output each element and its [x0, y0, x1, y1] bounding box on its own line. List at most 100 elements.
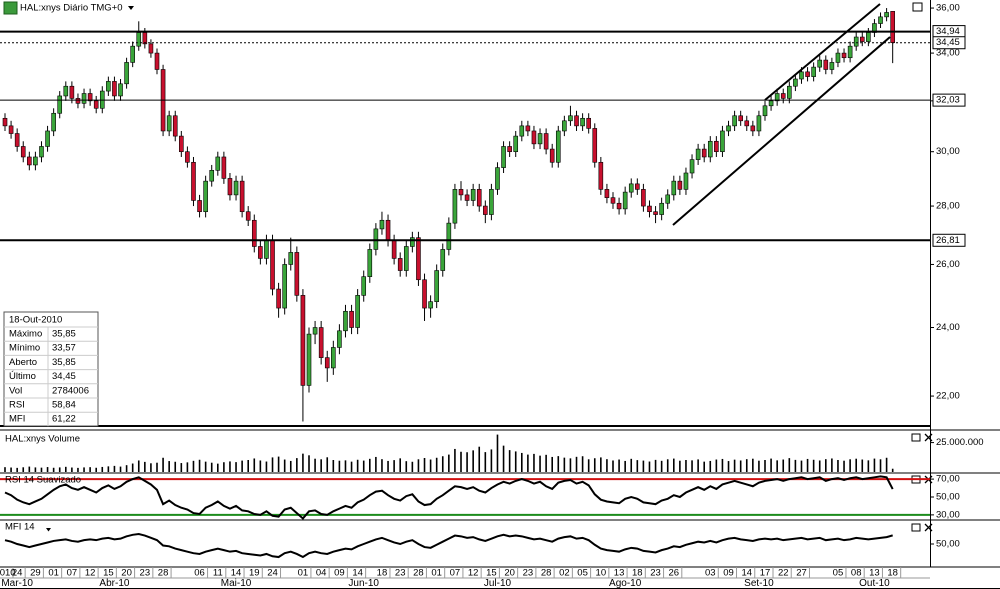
- x-tick-label: 07: [450, 568, 461, 579]
- volume-bar: [4, 467, 6, 472]
- candle-body: [349, 310, 354, 328]
- volume-bar: [825, 459, 827, 472]
- info-value: 61,22: [52, 414, 76, 425]
- candle-body: [306, 333, 312, 386]
- candle-body: [130, 45, 135, 63]
- x-tick-label: 14: [231, 568, 242, 579]
- y-tick-label: 70,00: [936, 474, 960, 485]
- dropdown-arrow[interactable]: [128, 6, 134, 10]
- maximize-button[interactable]: [912, 2, 923, 12]
- candle-body: [768, 100, 774, 107]
- volume-bar: [162, 457, 164, 472]
- volume-bar: [593, 458, 596, 472]
- x-tick-label: 28: [158, 568, 169, 579]
- y-tick-label: 28,00: [936, 201, 960, 212]
- volume-bar: [727, 461, 730, 472]
- candle-body: [647, 205, 652, 213]
- volume-bar: [867, 460, 870, 472]
- info-date: 18-Out-2010: [9, 315, 62, 326]
- volume-bar: [709, 460, 712, 472]
- info-box: 18-Out-2010 Máximo 35,85 Mínimo 33,57 Aberto…: [3, 311, 99, 427]
- close-button[interactable]: [924, 433, 933, 442]
- candle-body: [841, 52, 847, 59]
- volume-bar: [466, 452, 468, 472]
- volume-bar: [587, 459, 590, 472]
- close-button[interactable]: [924, 523, 933, 532]
- volume-bar: [332, 460, 335, 472]
- volume-bar: [636, 460, 639, 472]
- volume-bar: [411, 461, 414, 472]
- volume-bar: [873, 458, 876, 472]
- volume-bar: [320, 459, 322, 472]
- info-label: Máximo: [9, 329, 42, 340]
- candle-body: [264, 240, 269, 259]
- candle-body: [774, 93, 780, 102]
- candle-body: [823, 59, 829, 70]
- x-tick-label: 26: [669, 568, 680, 579]
- candle-body: [245, 211, 251, 221]
- candle-body: [440, 249, 446, 271]
- candle-body: [519, 125, 525, 137]
- x-tick-label: 23: [523, 568, 534, 579]
- candle-body: [239, 180, 245, 213]
- x-tick-label: 11: [213, 568, 223, 579]
- candle-body: [81, 93, 87, 104]
- candle-body: [172, 115, 178, 137]
- candle-body: [57, 95, 63, 114]
- y-tick-label: 25.000.000: [936, 437, 984, 448]
- volume-bar: [721, 458, 724, 472]
- candle-body: [701, 148, 707, 158]
- volume-bar: [65, 466, 67, 472]
- volume-bar: [107, 466, 110, 472]
- candle-body: [14, 133, 20, 147]
- info-label: Mínimo: [9, 343, 40, 354]
- candle-body: [835, 52, 841, 63]
- volume-bar: [314, 458, 316, 472]
- volume-bar: [52, 467, 55, 472]
- volume-bar: [180, 463, 183, 472]
- candle-body: [811, 66, 816, 77]
- volume-bar: [229, 461, 231, 472]
- maximize-button[interactable]: [911, 433, 921, 442]
- candle-body: [343, 310, 348, 332]
- volume-bar: [666, 459, 669, 472]
- x-tick-label: 22: [778, 568, 789, 579]
- volume-bar: [326, 457, 329, 472]
- volume-bar: [879, 459, 882, 472]
- level-label: 26,81: [936, 235, 960, 246]
- candle-body: [714, 140, 719, 153]
- symbol-icon[interactable]: [3, 1, 18, 15]
- maximize-button[interactable]: [911, 523, 921, 532]
- y-tick-label: 30,00: [936, 146, 960, 157]
- level-label-box: [932, 36, 966, 50]
- volume-bar: [283, 459, 286, 472]
- volume-bar: [673, 458, 675, 472]
- candle-body: [884, 12, 889, 18]
- x-tick-label: 18: [887, 568, 898, 579]
- candle-body: [185, 151, 190, 163]
- volume-bar: [46, 467, 49, 472]
- x-tick-label: 09: [723, 568, 734, 579]
- trend-line: [764, 3, 881, 101]
- volume-bar: [204, 461, 207, 472]
- volume-bar: [697, 459, 699, 472]
- candle-body: [853, 36, 859, 47]
- volume-bar: [618, 459, 620, 472]
- volume-bar: [417, 459, 420, 472]
- candle-body: [154, 52, 160, 70]
- candle-body: [762, 105, 768, 117]
- volume-bar: [739, 460, 742, 472]
- candle-body: [866, 32, 871, 42]
- volume-bar: [28, 466, 31, 472]
- month-label: Ago-10: [609, 578, 642, 589]
- x-tick-label: 10: [596, 568, 607, 579]
- candle-body: [367, 249, 373, 277]
- volume-bar: [502, 445, 505, 472]
- candle-body: [726, 125, 731, 132]
- x-tick-label: 23: [650, 568, 661, 579]
- volume-bar: [685, 460, 687, 472]
- info-value: 2784006: [52, 385, 89, 396]
- dropdown-arrow[interactable]: [46, 528, 51, 532]
- volume-bar: [217, 463, 219, 472]
